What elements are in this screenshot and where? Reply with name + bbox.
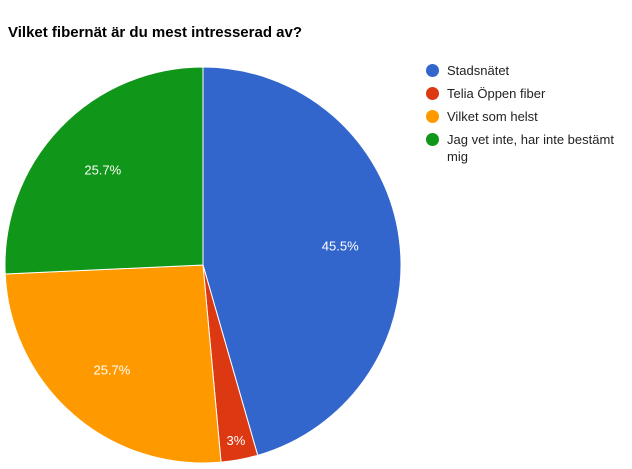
chart-title: Vilket fibernät är du mest intresserad a… [8, 24, 303, 41]
legend-item-2: Vilket som helst [426, 108, 632, 125]
legend-item-3: Jag vet inte, har inte bestämt mig [426, 131, 632, 165]
pie-slice-3 [4, 66, 204, 275]
pie-slice-2 [4, 264, 222, 464]
slice-label-2: 25.7% [93, 362, 130, 377]
legend-item-0: Stadsnätet [426, 62, 632, 79]
legend-swatch [426, 110, 439, 123]
legend-label: Telia Öppen fiber [447, 86, 546, 101]
legend-label: Jag vet inte, har inte bestämt mig [447, 132, 614, 164]
legend-swatch [426, 87, 439, 100]
pie-slice-0 [202, 66, 402, 456]
legend-swatch [426, 64, 439, 77]
legend-label: Vilket som helst [447, 109, 538, 124]
legend-label: Stadsnätet [447, 63, 510, 78]
slice-label-1: 3% [226, 433, 245, 448]
legend-item-1: Telia Öppen fiber [426, 85, 632, 102]
legend-swatch [426, 133, 439, 146]
slice-label-3: 25.7% [84, 162, 121, 177]
pie-labels: 45.5% 3% 25.7% 25.7% [84, 162, 359, 448]
slice-label-0: 45.5% [322, 239, 359, 254]
legend: Stadsnätet Telia Öppen fiber Vilket som he… [426, 62, 632, 171]
pie-slices [4, 66, 402, 464]
